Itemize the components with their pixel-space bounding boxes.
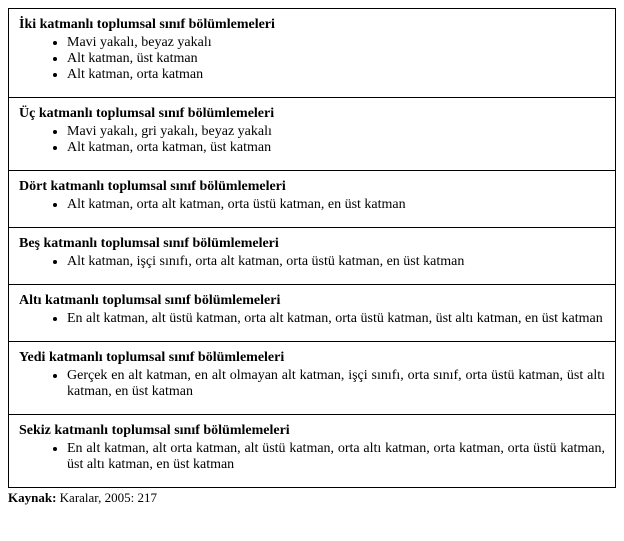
item-list: Alt katman, işçi sınıfı, orta alt katman… (19, 254, 605, 270)
item-list: Mavi yakalı, beyaz yakalı Alt katman, üs… (19, 35, 605, 83)
list-item: En alt katman, alt üstü katman, orta alt… (67, 311, 605, 327)
list-item: En alt katman, alt orta katman, alt üstü… (67, 441, 605, 473)
section-title: İki katmanlı toplumsal sınıf bölümlemele… (19, 17, 605, 33)
list-item: Alt katman, üst katman (67, 51, 605, 67)
list-item: Alt katman, işçi sınıfı, orta alt katman… (67, 254, 605, 270)
list-item: Alt katman, orta katman, üst katman (67, 140, 605, 156)
section-five-layer: Beş katmanlı toplumsal sınıf bölümlemele… (9, 228, 615, 285)
section-title: Yedi katmanlı toplumsal sınıf bölümlemel… (19, 350, 605, 366)
item-list: Mavi yakalı, gri yakalı, beyaz yakalı Al… (19, 124, 605, 156)
list-item: Mavi yakalı, gri yakalı, beyaz yakalı (67, 124, 605, 140)
source-label: Kaynak: (8, 490, 56, 505)
section-three-layer: Üç katmanlı toplumsal sınıf bölümlemeler… (9, 98, 615, 171)
section-title: Dört katmanlı toplumsal sınıf bölümlemel… (19, 179, 605, 195)
section-four-layer: Dört katmanlı toplumsal sınıf bölümlemel… (9, 171, 615, 228)
section-seven-layer: Yedi katmanlı toplumsal sınıf bölümlemel… (9, 342, 615, 415)
item-list: En alt katman, alt orta katman, alt üstü… (19, 441, 605, 473)
section-title: Altı katmanlı toplumsal sınıf bölümlemel… (19, 293, 605, 309)
source-text: Karalar, 2005: 217 (56, 490, 157, 505)
section-two-layer: İki katmanlı toplumsal sınıf bölümlemele… (9, 9, 615, 98)
list-item: Alt katman, orta katman (67, 67, 605, 83)
source-citation: Kaynak: Karalar, 2005: 217 (8, 490, 616, 506)
section-six-layer: Altı katmanlı toplumsal sınıf bölümlemel… (9, 285, 615, 342)
item-list: Gerçek en alt katman, en alt olmayan alt… (19, 368, 605, 400)
list-item: Alt katman, orta alt katman, orta üstü k… (67, 197, 605, 213)
list-item: Gerçek en alt katman, en alt olmayan alt… (67, 368, 605, 400)
item-list: En alt katman, alt üstü katman, orta alt… (19, 311, 605, 327)
section-title: Üç katmanlı toplumsal sınıf bölümlemeler… (19, 106, 605, 122)
class-segmentation-table: İki katmanlı toplumsal sınıf bölümlemele… (8, 8, 616, 488)
item-list: Alt katman, orta alt katman, orta üstü k… (19, 197, 605, 213)
section-eight-layer: Sekiz katmanlı toplumsal sınıf bölümleme… (9, 415, 615, 487)
section-title: Sekiz katmanlı toplumsal sınıf bölümleme… (19, 423, 605, 439)
list-item: Mavi yakalı, beyaz yakalı (67, 35, 605, 51)
section-title: Beş katmanlı toplumsal sınıf bölümlemele… (19, 236, 605, 252)
